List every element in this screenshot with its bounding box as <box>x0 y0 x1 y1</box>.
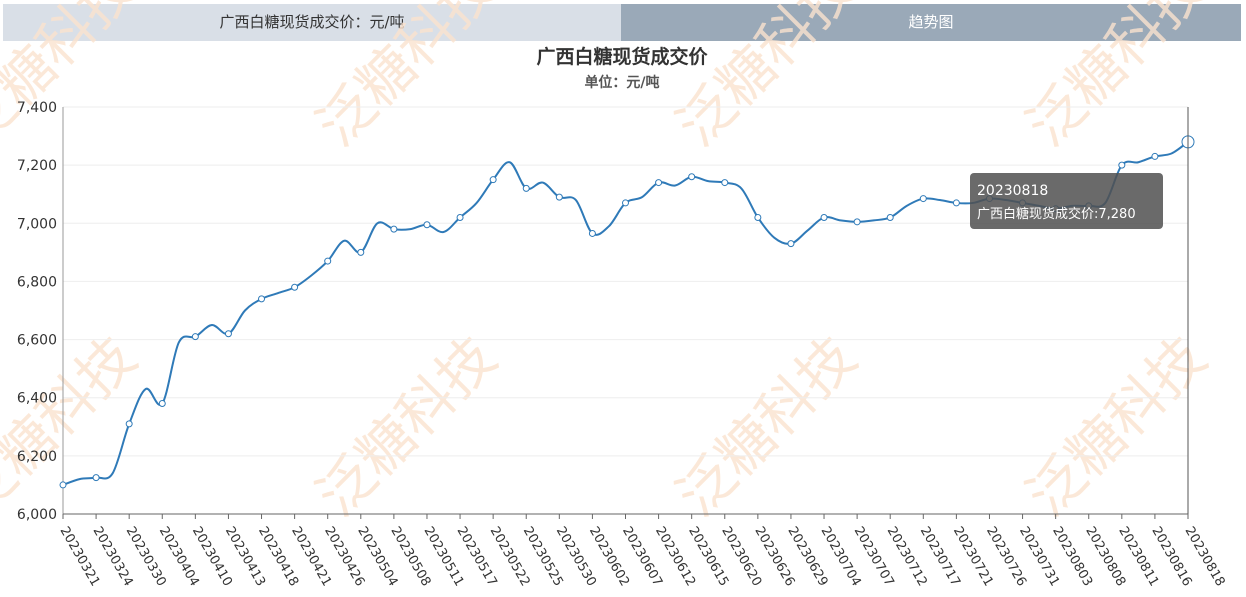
tab[interactable]: 广西白糖现货成交价：元/吨 <box>3 4 621 41</box>
watermark: 泛糖科技 <box>305 325 509 529</box>
point <box>423 221 431 229</box>
point <box>125 420 133 428</box>
point <box>456 213 464 221</box>
point <box>522 184 530 192</box>
point <box>754 213 762 221</box>
point <box>489 176 497 184</box>
y-tick-label: 6,400 <box>17 391 57 407</box>
watermark: 泛糖科技 <box>0 325 149 529</box>
watermark: 泛糖科技 <box>0 0 149 159</box>
watermark: 泛糖科技 <box>305 0 509 159</box>
point <box>655 179 663 187</box>
tab-bar: 广西白糖现货成交价：元/吨 趋势图 <box>3 4 1241 41</box>
point <box>588 229 596 237</box>
y-tick-label: 7,400 <box>17 100 57 116</box>
point <box>291 283 299 291</box>
point <box>853 218 861 226</box>
y-tick-label: 6,800 <box>17 274 57 290</box>
point <box>886 213 894 221</box>
tab[interactable]: 趋势图 <box>621 4 1241 41</box>
point <box>59 481 67 489</box>
tooltip-text: 广西白糖现货成交价:7,280 <box>977 206 1136 222</box>
point <box>258 295 266 303</box>
point <box>820 213 828 221</box>
y-tick-label: 7,200 <box>17 158 57 174</box>
chart-title: 广西白糖现货成交价 <box>536 45 708 68</box>
point <box>191 333 199 341</box>
tooltip-box <box>970 173 1163 229</box>
point <box>1151 152 1159 160</box>
point <box>919 195 927 203</box>
tooltip-title: 20230818 <box>977 183 1048 199</box>
y-tick-label: 6,600 <box>17 333 57 349</box>
point <box>952 199 960 207</box>
point <box>357 248 365 256</box>
y-tick-label: 6,200 <box>17 449 57 465</box>
y-tick-label: 7,000 <box>17 216 57 232</box>
tooltip: 20230818 广西白糖现货成交价:7,280 <box>970 173 1163 229</box>
point <box>324 257 332 265</box>
point <box>787 240 795 248</box>
point <box>390 225 398 233</box>
chart-subtitle: 单位：元/吨 <box>584 74 659 91</box>
point <box>555 193 563 201</box>
watermark: 泛糖科技 <box>665 0 869 159</box>
point <box>721 179 729 187</box>
point <box>92 474 100 482</box>
point <box>688 173 696 181</box>
point <box>622 199 629 207</box>
watermark: 泛糖科技 <box>665 325 869 529</box>
point <box>224 330 232 338</box>
point <box>1118 161 1126 169</box>
y-tick-label: 6,000 <box>17 507 57 523</box>
point <box>158 400 166 408</box>
